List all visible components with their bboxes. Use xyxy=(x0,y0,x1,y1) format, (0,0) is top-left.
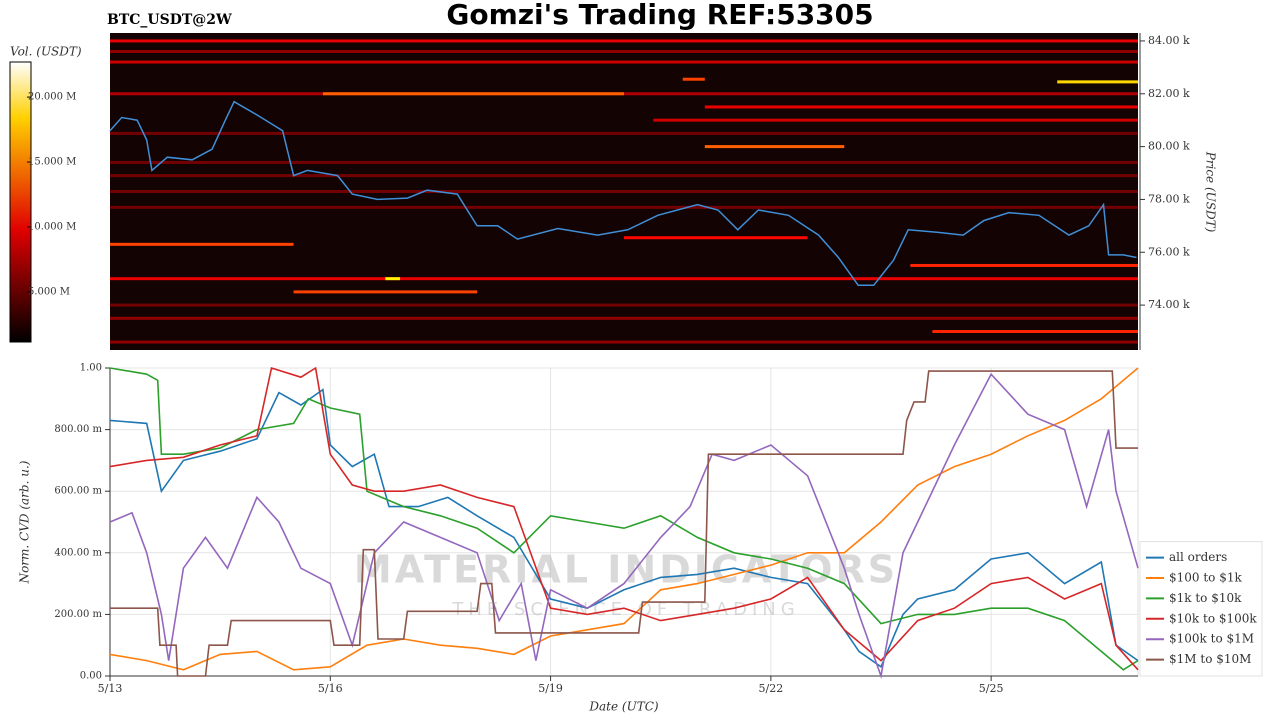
cvd-line xyxy=(109,367,1139,671)
chart-subtitle: BTC_USDT@2W xyxy=(107,12,232,28)
liquidity-band xyxy=(110,303,1138,307)
colorbar-tick-label: 15.000 M xyxy=(28,157,76,168)
watermark-text: MATERIAL INDICATORS xyxy=(354,548,898,592)
plot-area xyxy=(109,367,1139,677)
legend-label: $100 to $1k xyxy=(1169,571,1242,585)
legend-label: $10k to $100k xyxy=(1169,611,1257,625)
legend-box xyxy=(1139,541,1263,677)
y-tick-label: 0.00 xyxy=(80,671,102,682)
liquidity-band xyxy=(385,277,401,281)
y-tick-label: 600.00 m xyxy=(54,486,102,497)
colorbar-tick-label: 5.000 M xyxy=(28,286,70,297)
legend-label: $100k to $1M xyxy=(1169,632,1254,646)
colorbar xyxy=(9,61,32,343)
liquidity-band xyxy=(682,77,705,81)
liquidity-band xyxy=(704,105,1138,109)
liquidity-band xyxy=(910,263,1138,267)
colorbar-label: Vol. (USDT) xyxy=(10,45,82,59)
x-tick-label: 5/22 xyxy=(759,682,784,695)
x-tick-label: 5/13 xyxy=(98,682,123,695)
chart-title: Gomzi's Trading REF:53305 xyxy=(446,0,873,31)
y-tick-label: 78.00 k xyxy=(1148,192,1190,205)
y-tick-label: 84.00 k xyxy=(1148,34,1190,47)
legend-label: all orders xyxy=(1169,550,1227,564)
y-tick-label: 1.00 xyxy=(80,363,102,374)
liquidity-band xyxy=(704,145,845,149)
y-tick-label: 80.00 k xyxy=(1148,140,1190,153)
liquidity-band xyxy=(110,205,1138,209)
colorbar-tick-label: 20.000 M xyxy=(28,92,76,103)
liquidity-band xyxy=(110,39,1138,43)
liquidity-band xyxy=(110,49,1138,53)
colorbar-tick-label: 10.000 M xyxy=(28,222,76,233)
y-tick-label: 400.00 m xyxy=(54,547,102,558)
liquidity-band xyxy=(110,340,1138,344)
y-tick-label: 800.00 m xyxy=(54,424,102,435)
liquidity-band xyxy=(110,242,294,246)
x-tick-label: 5/25 xyxy=(979,682,1004,695)
y-tick-label: 82.00 k xyxy=(1148,87,1190,100)
y-tick-label: 200.00 m xyxy=(54,609,102,620)
liquidity-band xyxy=(653,118,1138,122)
liquidity-band xyxy=(110,60,1138,64)
liquidity-band xyxy=(110,174,1138,178)
liquidity-band xyxy=(110,190,1138,193)
liquidity-band xyxy=(322,92,624,96)
y-tick-label: 76.00 k xyxy=(1148,245,1190,258)
legend-label: $1k to $10k xyxy=(1169,591,1242,605)
x-tick-label: 5/16 xyxy=(318,682,343,695)
cvd-line xyxy=(109,366,1139,671)
liquidity-band xyxy=(624,236,808,240)
liquidity-band xyxy=(110,131,1138,135)
liquidity-band xyxy=(932,330,1138,334)
liquidity-band xyxy=(293,290,478,294)
x-tick-label: 5/19 xyxy=(538,682,563,695)
y-axis-label: Price (USDT) xyxy=(1204,151,1218,233)
x-axis-label: Date (UTC) xyxy=(588,700,658,714)
price-line xyxy=(109,100,1137,287)
y-axis-label: Norm. CVD (arb. u.) xyxy=(18,460,32,584)
liquidity-band xyxy=(110,316,1138,320)
liquidity-band xyxy=(110,160,1138,164)
watermark-text: THE SCIENCE OF TRADING xyxy=(451,599,799,620)
y-tick-label: 74.00 k xyxy=(1148,298,1190,311)
cvd-line xyxy=(110,370,1138,677)
liquidity-band xyxy=(110,277,1138,281)
legend-label: $1M to $10M xyxy=(1169,652,1251,666)
liquidity-band xyxy=(1057,80,1138,84)
cvd-line xyxy=(109,367,1139,671)
cvd-line xyxy=(109,372,1139,680)
